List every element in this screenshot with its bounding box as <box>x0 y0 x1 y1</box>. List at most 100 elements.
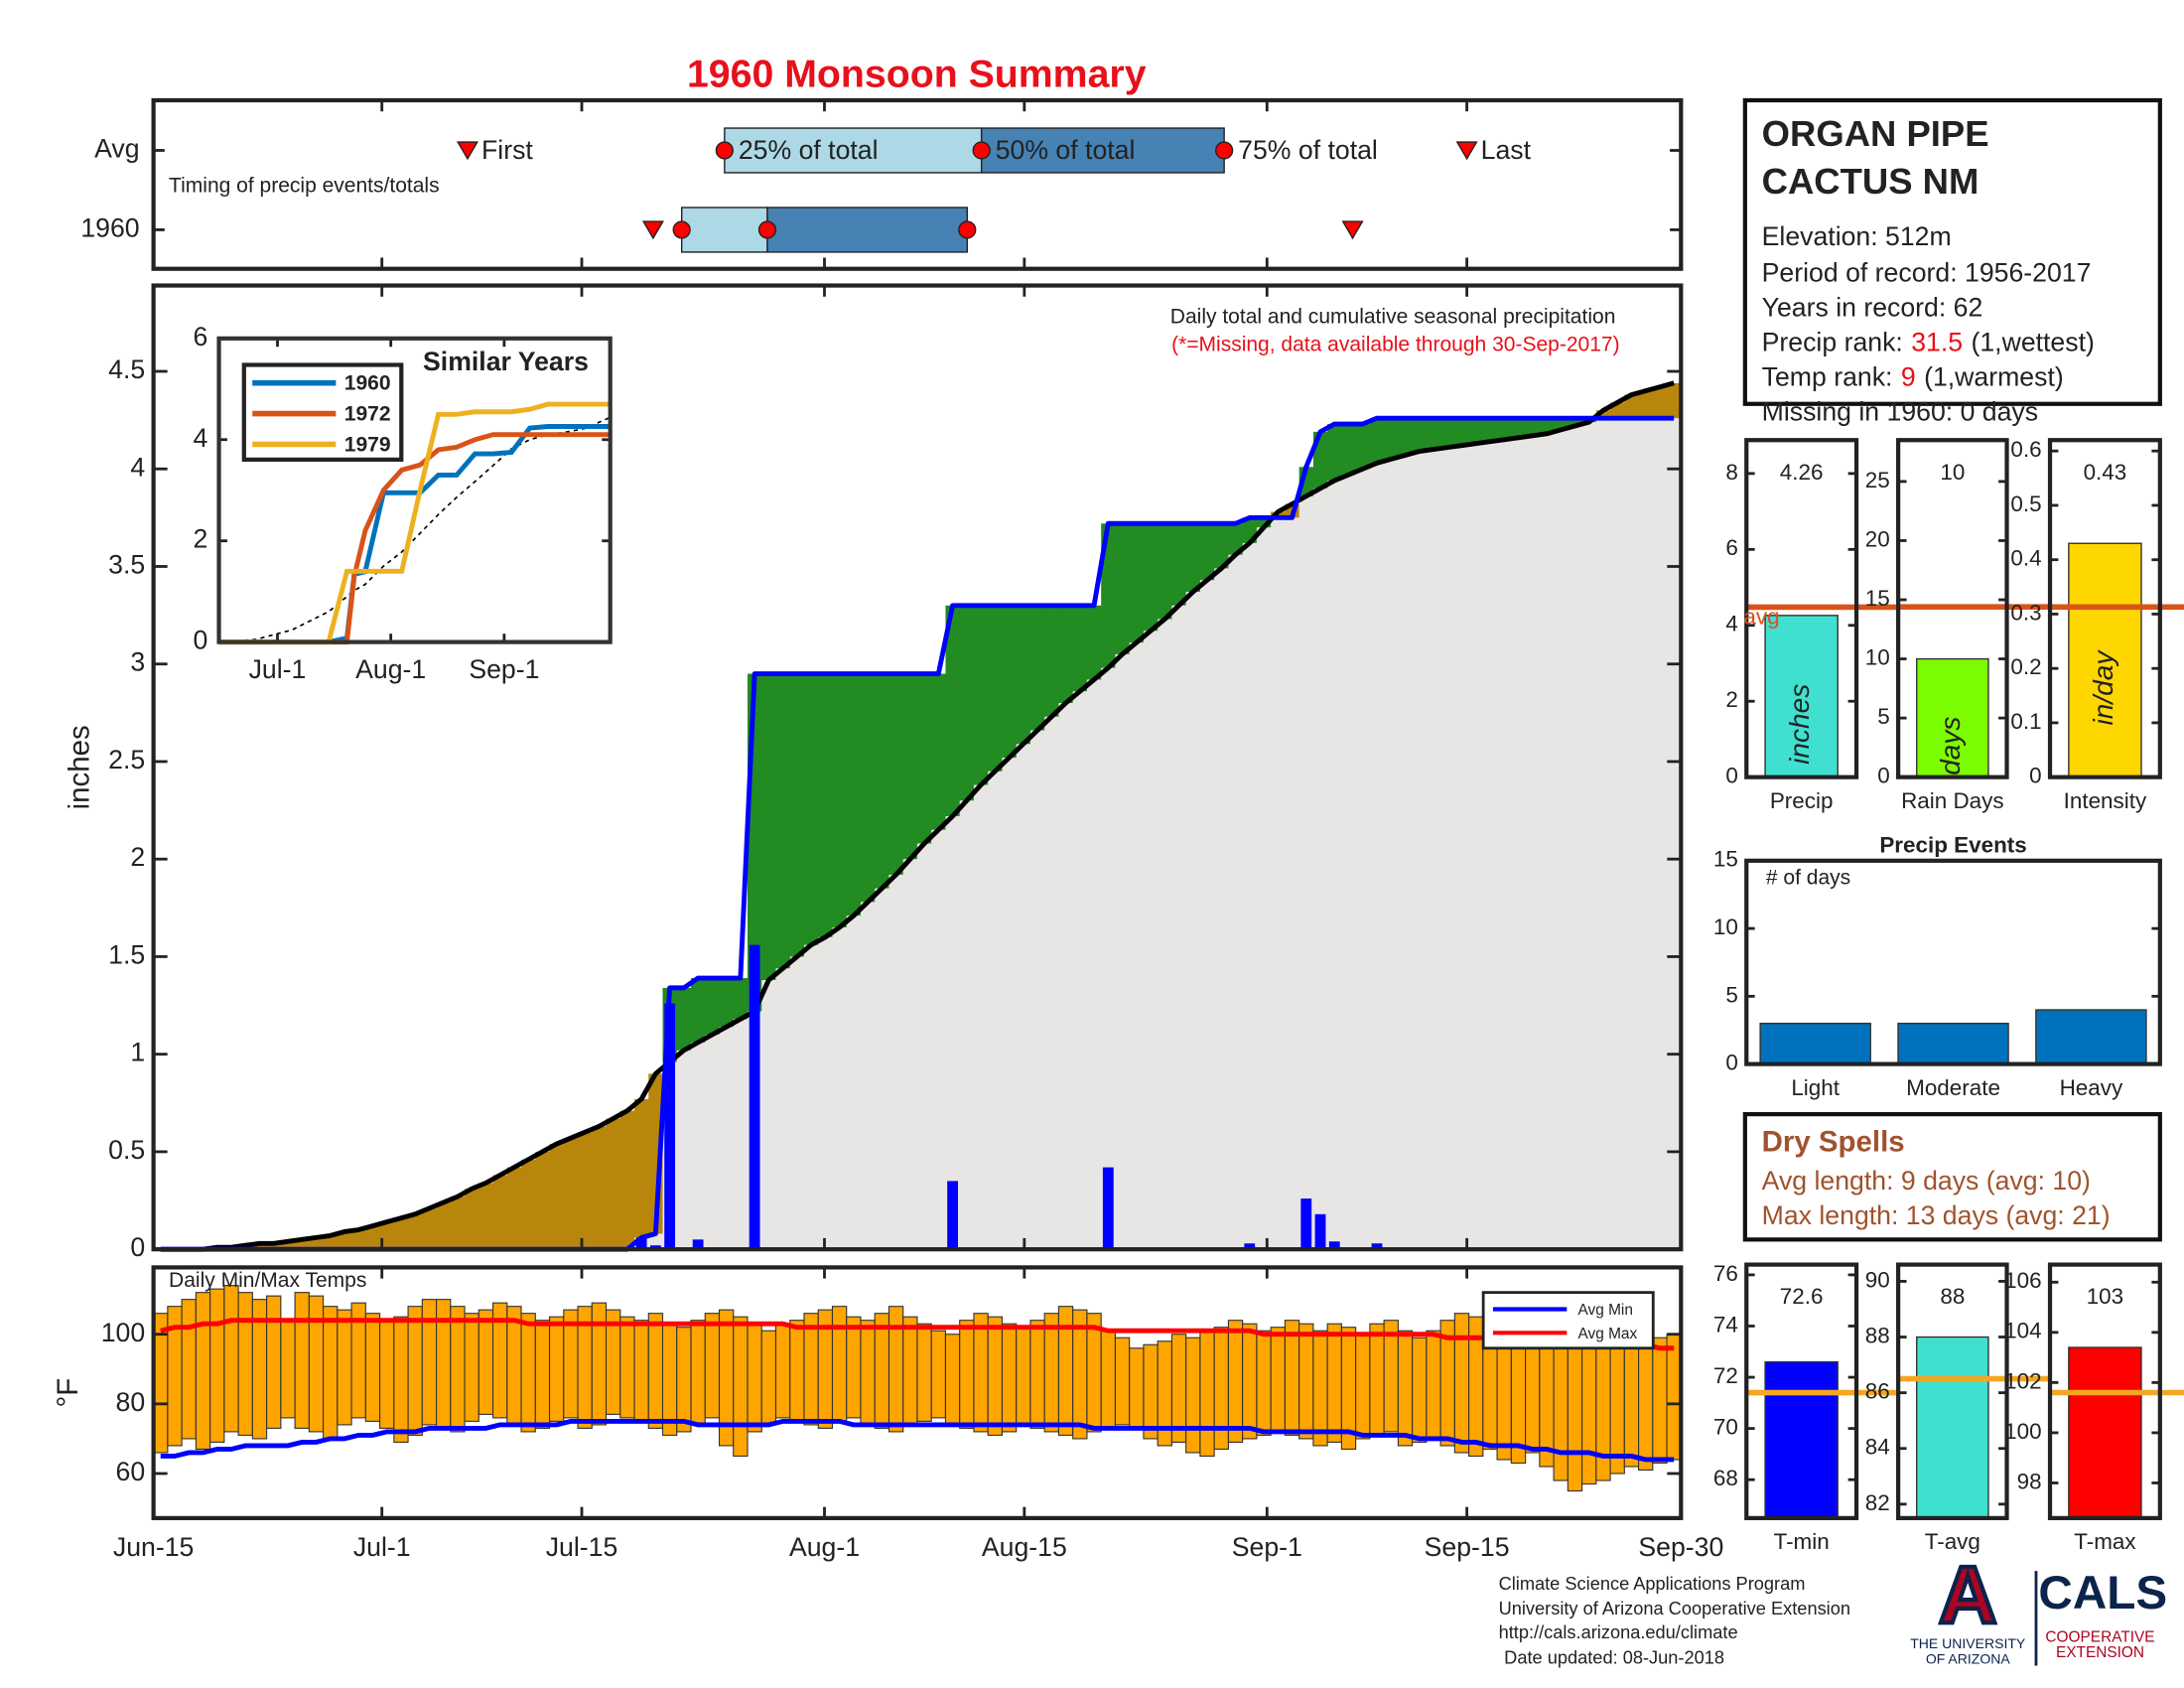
temp-range-bar <box>690 1320 706 1426</box>
temp-range-bar <box>308 1295 325 1433</box>
cumulative-difference <box>634 1098 649 1238</box>
temp-range-bar <box>1016 1327 1031 1426</box>
temp-range-bar <box>1369 1323 1385 1436</box>
timing-dot <box>1215 141 1234 160</box>
gauge-value-label: 0.43 <box>2084 460 2127 485</box>
cumulative-difference <box>860 673 876 903</box>
temp-range-bar <box>1114 1336 1131 1426</box>
y-tick-label: 72 <box>1713 1363 1738 1388</box>
gauge-value-label: 10 <box>1940 460 1965 485</box>
y-tick-label: 1 <box>130 1038 145 1067</box>
cumulative-base <box>1341 475 1357 1250</box>
cumulative-difference <box>393 1217 409 1250</box>
cumulative-base <box>1129 642 1145 1250</box>
cumulative-base <box>1568 426 1583 1250</box>
timing-marker-label: First <box>481 135 533 165</box>
temp-range-bar <box>407 1306 423 1436</box>
cumulative-difference <box>506 1167 522 1250</box>
cumulative-base <box>1454 445 1470 1250</box>
temp-range-bar <box>1412 1336 1428 1443</box>
cumulative-base <box>1256 527 1272 1250</box>
cumulative-difference <box>1568 418 1583 427</box>
gauge-bar <box>1916 1336 1989 1519</box>
temp-range-bar <box>1609 1334 1625 1475</box>
cumulative-difference <box>1426 418 1441 450</box>
cumulative-difference <box>1228 523 1244 555</box>
cumulative-difference <box>422 1207 438 1250</box>
x-tick-label: Jul-1 <box>353 1532 411 1562</box>
timing-dot <box>715 141 734 160</box>
cumulative-base <box>1143 631 1159 1250</box>
temp-range-bar <box>760 1330 777 1426</box>
x-tick-label: Light <box>1791 1075 1840 1100</box>
temp-range-bar <box>789 1320 805 1422</box>
temp-range-bar <box>874 1313 890 1429</box>
gauge-category: T-avg <box>1925 1529 1980 1554</box>
cumulative-difference <box>1002 605 1018 759</box>
precip-rank-note: (1,wettest) <box>1972 327 2095 356</box>
temp-range-bar <box>209 1288 225 1443</box>
temp-range-bar <box>1100 1330 1116 1429</box>
y-tick-label: 76 <box>1713 1261 1738 1286</box>
temp-range-bar <box>1355 1334 1371 1440</box>
event-bar <box>1759 1022 1871 1065</box>
cumulative-base <box>818 936 834 1250</box>
y-tick-label: 102 <box>2004 1368 2041 1393</box>
cumulative-difference <box>535 1151 551 1250</box>
temp-range-bar <box>959 1320 975 1429</box>
cumulative-difference <box>1595 410 1611 419</box>
timing-dot <box>672 220 691 239</box>
university-name: OF ARIZONA <box>1926 1651 2011 1667</box>
timing-note: Timing of precip events/totals <box>169 175 440 198</box>
y-tick-label: 74 <box>1713 1312 1738 1336</box>
gauge-value-label: 88 <box>1940 1284 1965 1309</box>
timing-box <box>980 127 1225 174</box>
gauge-value-label: 72.6 <box>1780 1284 1824 1309</box>
cumulative-base <box>789 956 805 1250</box>
extension-name: COOPERATIVE <box>2045 1629 2154 1646</box>
y-tick-label: 0 <box>1725 1051 1737 1075</box>
row-label: 1960 <box>80 212 139 242</box>
cumulative-difference <box>1327 424 1342 482</box>
cumulative-base <box>1242 542 1258 1250</box>
gauge-bar <box>1764 1360 1839 1519</box>
inset-x-tick-label: Sep-1 <box>469 654 539 684</box>
y-tick-label: 0.1 <box>2010 709 2041 734</box>
temp-range-bar <box>464 1313 479 1422</box>
cumulative-base <box>1355 469 1371 1250</box>
cumulative-base <box>988 771 1004 1250</box>
temp-range-bar <box>337 1309 352 1426</box>
y-tick-label: 100 <box>2004 1419 2041 1444</box>
figure-title: 1960 Monsoon Summary <box>687 53 1147 96</box>
cumulative-difference <box>266 1243 282 1250</box>
cumulative-difference <box>719 978 735 1028</box>
cumulative-difference <box>592 1126 608 1250</box>
event-bar <box>1897 1022 2009 1065</box>
cumulative-difference <box>1468 418 1484 444</box>
temp-range-bar <box>1043 1313 1060 1433</box>
timing-dot <box>958 220 977 239</box>
inset-x-tick-label: Jul-1 <box>249 654 307 684</box>
cumulative-difference <box>973 605 989 785</box>
cumulative-difference <box>931 673 947 830</box>
daily-bar <box>1244 1243 1256 1250</box>
gauge-unit: in/day <box>2088 649 2118 726</box>
university-name: THE UNIVERSITY <box>1910 1635 2026 1651</box>
cumulative-difference <box>1143 523 1159 632</box>
station-name: ORGAN PIPE <box>1762 113 1989 154</box>
cumulative-difference <box>521 1159 536 1250</box>
y-tick-label: 4.5 <box>108 354 145 384</box>
cumulative-base <box>1158 619 1172 1250</box>
timing-marker-label: Last <box>1481 135 1532 165</box>
cumulative-base <box>973 784 989 1250</box>
y-tick-label: 0 <box>2029 764 2041 788</box>
cumulative-difference <box>337 1231 352 1250</box>
cumulative-difference <box>1525 418 1541 436</box>
y-tick-label: 84 <box>1865 1435 1890 1460</box>
temp-range-bar <box>1453 1313 1470 1454</box>
cumulative-base <box>1652 418 1668 1250</box>
cumulative-difference <box>351 1229 366 1250</box>
cumulative-difference <box>309 1237 325 1250</box>
y-tick-label: 10 <box>1713 914 1738 939</box>
y-tick-label: 98 <box>2017 1469 2042 1493</box>
